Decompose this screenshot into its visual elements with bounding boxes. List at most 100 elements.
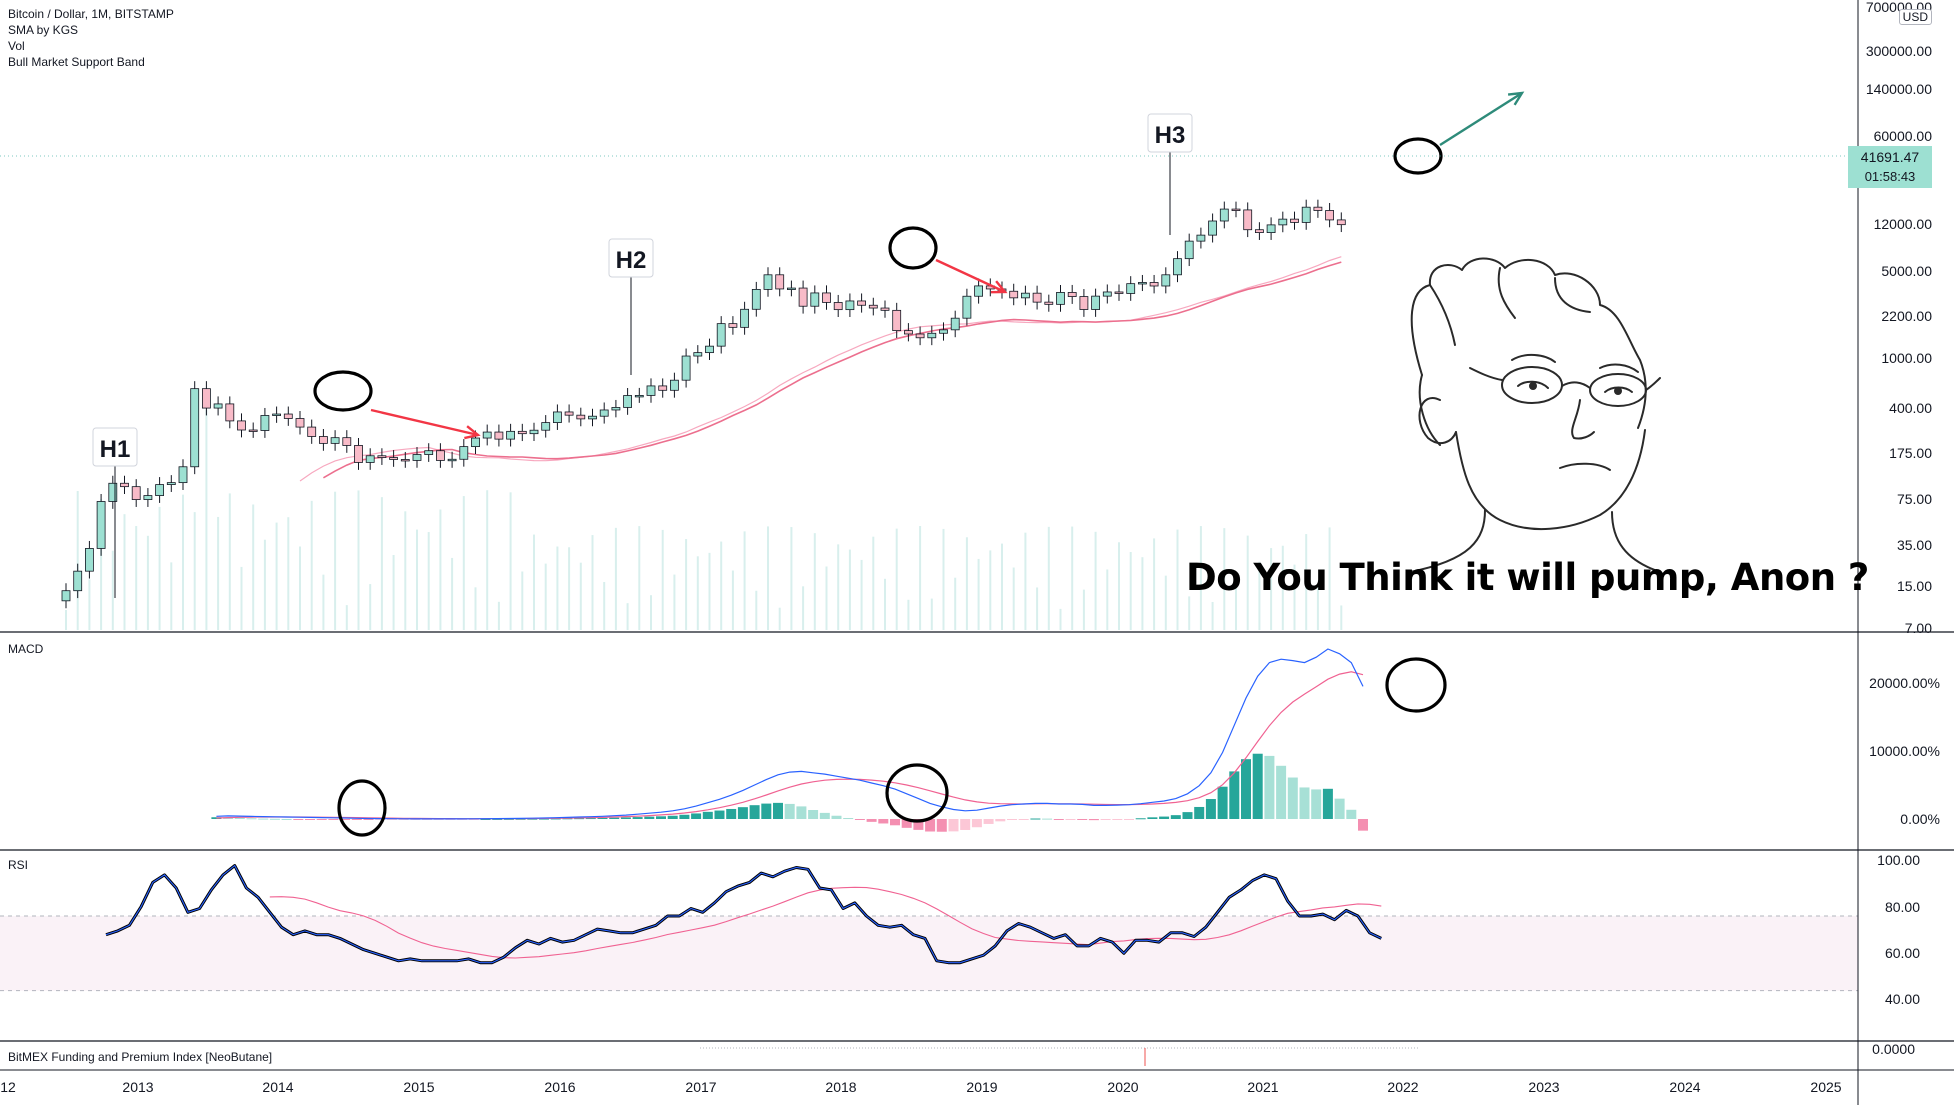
price-tick: 35.00	[1897, 537, 1932, 553]
volume-bar	[954, 577, 957, 630]
price-tick: 140000.00	[1866, 81, 1932, 97]
macd-signal-line	[216, 671, 1364, 820]
volume-bar	[813, 533, 816, 630]
candle-body	[354, 445, 363, 463]
macd-histogram-bar	[1100, 819, 1111, 820]
volume-bar	[1164, 575, 1167, 630]
macd-histogram-bar	[1170, 815, 1181, 819]
candle-body	[237, 420, 246, 431]
macd-title[interactable]: MACD	[8, 642, 44, 656]
candle-body	[494, 431, 504, 440]
volume-bar	[1024, 532, 1027, 630]
funding-pane[interactable]: 0.0000	[700, 1041, 1915, 1066]
price-tick: 2200.00	[1881, 308, 1932, 324]
volume-bar	[1270, 548, 1273, 630]
volume-bar	[1071, 526, 1074, 630]
rsi-pane[interactable]: 100.00 80.00 60.00 40.00	[0, 852, 1920, 1007]
macd-pane[interactable]: 20000.00% 10000.00% 0.00%	[211, 648, 1940, 837]
candle-body	[283, 413, 293, 419]
candle-body	[763, 274, 773, 290]
volume-bar	[767, 526, 769, 630]
indicator-volume[interactable]: Vol	[8, 39, 25, 53]
candle-body	[880, 307, 890, 311]
wojak-mouth	[1559, 462, 1611, 471]
volume-bar	[568, 547, 571, 630]
candle-body	[1067, 292, 1077, 297]
candle-body	[166, 482, 176, 485]
macd-histogram-bar	[878, 819, 889, 824]
candle-body	[248, 429, 258, 432]
macd-histogram-bar	[281, 818, 292, 820]
rsi-line	[105, 864, 1382, 964]
candle-body	[260, 415, 270, 431]
volume-bar	[392, 555, 395, 630]
macd-histogram-bar	[1276, 765, 1287, 819]
currency-badge[interactable]: USD	[1898, 9, 1932, 25]
candle-body	[108, 482, 118, 502]
down-arrow-2	[935, 258, 1006, 294]
candle-body	[939, 329, 948, 334]
candle-body	[1336, 219, 1346, 226]
indicator-sma[interactable]: SMA by KGS	[8, 23, 79, 37]
volume-bar	[673, 574, 676, 630]
wojak-hair	[1497, 267, 1516, 319]
macd-histogram-bar	[749, 805, 760, 819]
volume-bar	[287, 517, 290, 630]
indicator-support-band[interactable]: Bull Market Support Band	[8, 55, 145, 69]
wojak-hair	[1554, 277, 1591, 313]
down-arrow-1	[370, 408, 479, 437]
candle-body	[318, 436, 328, 444]
volume-bar	[1188, 596, 1191, 630]
volume-bar	[205, 410, 208, 630]
macd-histogram-bar	[1065, 819, 1076, 820]
candle-body	[798, 287, 808, 307]
macd-histogram-bar	[597, 817, 608, 819]
macd-histogram-bar	[913, 819, 924, 830]
macd-histogram-bar	[1241, 759, 1251, 819]
candle-body	[576, 414, 586, 420]
wojak-hair	[1418, 374, 1441, 446]
candle-body	[225, 403, 235, 422]
candle-body	[365, 455, 375, 463]
candle-body	[1149, 282, 1159, 287]
wojak-shoulder	[1611, 511, 1661, 573]
volume-bar	[1118, 542, 1120, 630]
volume-bar	[802, 586, 805, 630]
candle-body	[213, 403, 223, 409]
candle-body	[307, 426, 317, 437]
volume-bar	[100, 498, 103, 630]
time-tick: 12	[0, 1079, 16, 1095]
sma-lines	[299, 256, 1342, 482]
candle-body	[1325, 210, 1334, 221]
symbol-title[interactable]: Bitcoin / Dollar, 1M, BITSTAMP	[8, 7, 174, 21]
user-drawings: H1 H2 H3	[92, 91, 1525, 598]
macd-line	[216, 648, 1364, 820]
candle-body	[529, 429, 539, 435]
funding-title[interactable]: BitMEX Funding and Premium Index [NeoBut…	[8, 1050, 273, 1064]
volume-bar	[1316, 584, 1319, 630]
macd-histogram-bar	[691, 813, 702, 819]
wojak-meme-image	[1409, 257, 1661, 573]
volume-bars	[65, 410, 1343, 630]
rsi-title[interactable]: RSI	[8, 858, 29, 872]
candle-body	[728, 323, 738, 328]
macd-histogram-bar	[527, 818, 538, 820]
macd-histogram-bar	[234, 817, 245, 819]
volume-bar	[1047, 526, 1050, 630]
volume-bar	[1141, 557, 1144, 630]
candle-body	[1032, 292, 1042, 303]
volume-bar	[1036, 587, 1039, 630]
macd-histogram-bar	[386, 819, 397, 820]
candle-body	[506, 430, 516, 440]
price-tick: 60000.00	[1874, 128, 1933, 144]
candle-body	[412, 454, 422, 461]
funding-tick: 0.0000	[1872, 1041, 1915, 1057]
macd-histogram-bar	[258, 818, 269, 820]
marker-box	[1147, 113, 1193, 153]
macd-histogram-bar	[1311, 789, 1322, 819]
candles[interactable]	[61, 199, 1346, 609]
wojak-nose	[1571, 399, 1595, 440]
macd-histogram-bar	[562, 818, 573, 820]
candle-body	[1021, 292, 1030, 299]
